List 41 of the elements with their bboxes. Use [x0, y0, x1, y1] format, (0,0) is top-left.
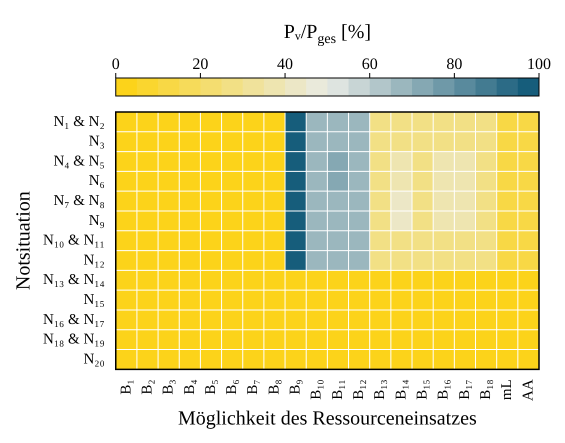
color-bar-label: 20 — [192, 56, 208, 73]
color-bar-label: 40 — [277, 56, 294, 73]
y-tick-label: N₁₃ & N₁₄ — [42, 272, 105, 288]
y-tick-label: N₁₅ — [83, 292, 105, 308]
x-tick-label: B₄ — [182, 379, 198, 395]
y-tick-label: N₉ — [88, 212, 105, 229]
color-bar-label: 80 — [446, 56, 462, 73]
x-tick-label: B₁₈ — [478, 379, 494, 400]
x-tick-label: AA — [520, 379, 536, 402]
x-tick-label: B₁₀ — [308, 379, 325, 400]
y-tick-label: N₁ & N₂ — [53, 114, 105, 130]
x-tick-label: B₁₄ — [393, 379, 410, 400]
y-tick-label: N₁₈ & N₁₉ — [42, 332, 105, 348]
x-tick-label: B₅ — [202, 379, 219, 395]
y-tick-label: N₄ & N₅ — [53, 153, 105, 170]
y-tick-label: N₆ — [88, 173, 105, 190]
y-axis-title: Notsituation — [12, 191, 34, 290]
y-tick-label: N₃ — [88, 134, 105, 150]
x-axis-title: Möglichkeit des Ressourceneinsatzes — [178, 407, 477, 430]
color-bar-label: 60 — [362, 56, 378, 73]
color-bar-label: 0 — [112, 56, 120, 73]
x-tick-label: B₁₅ — [414, 379, 431, 400]
x-tick-label: B₁₂ — [351, 379, 368, 400]
x-tick-label: B₁₆ — [436, 379, 452, 400]
color-bar-label: 100 — [527, 56, 551, 73]
x-tick-label: B₈ — [266, 379, 282, 395]
x-tick-label: B₉ — [288, 379, 304, 395]
x-tick-label: B₁₃ — [372, 379, 388, 400]
x-tick-label: B₇ — [245, 379, 262, 395]
x-tick-label: mL — [499, 379, 516, 400]
y-tick-label: N₁₆ & N₁₇ — [42, 312, 105, 328]
x-tick-label: B₁ — [118, 379, 134, 395]
x-tick-label: B₁₁ — [330, 379, 346, 400]
y-tick-label: N₇ & N₈ — [53, 193, 105, 210]
y-tick-label: N₁₂ — [83, 252, 105, 268]
x-tick-label: B₆ — [224, 379, 240, 395]
x-tick-label: B₂ — [139, 379, 156, 395]
x-tick-label: B₁₇ — [456, 379, 473, 400]
y-tick-label: N₁₀ & N₁₁ — [42, 232, 105, 249]
x-tick-label: B₃ — [160, 379, 177, 395]
y-tick-label: N₂₀ — [83, 351, 105, 368]
